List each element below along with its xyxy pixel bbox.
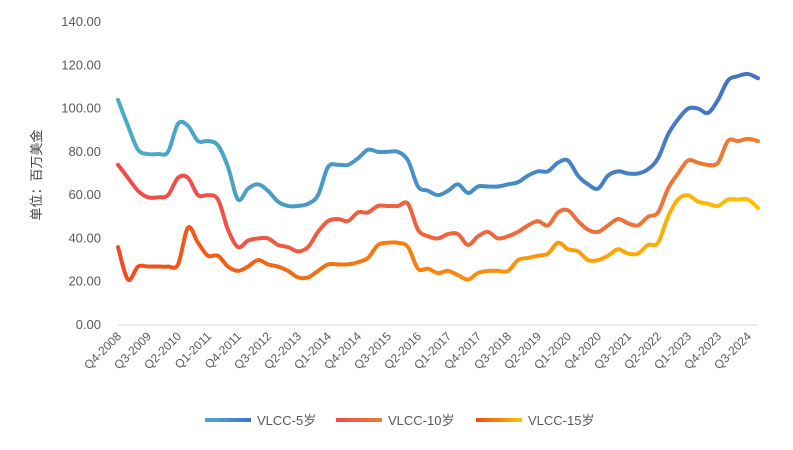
legend-label: VLCC-10岁 bbox=[388, 413, 454, 428]
x-axis-ticks: Q4-2008Q3-2009Q2-2010Q1-2011Q4-2011Q3-20… bbox=[81, 329, 754, 372]
series-line-1 bbox=[116, 71, 760, 209]
y-tick-label: 0.00 bbox=[76, 317, 101, 332]
y-tick-label: 40.00 bbox=[68, 230, 101, 245]
y-tick-label: 120.00 bbox=[61, 57, 101, 72]
legend-swatch bbox=[205, 418, 251, 422]
legend-label: VLCC-5岁 bbox=[257, 413, 316, 428]
series-layer bbox=[116, 71, 760, 283]
legend-swatch bbox=[476, 418, 522, 422]
y-tick-label: 100.00 bbox=[61, 101, 101, 116]
legend-swatch bbox=[336, 418, 382, 422]
y-tick-label: 140.00 bbox=[61, 14, 101, 29]
series-line-3 bbox=[116, 193, 760, 283]
y-tick-label: 80.00 bbox=[68, 144, 101, 159]
legend: VLCC-5岁 VLCC-10岁 VLCC-15岁 bbox=[205, 413, 594, 428]
legend-label: VLCC-15岁 bbox=[528, 413, 594, 428]
y-axis-title: 单位：百万美金 bbox=[29, 129, 44, 220]
series-line-2 bbox=[116, 136, 760, 254]
y-tick-label: 60.00 bbox=[68, 187, 101, 202]
y-tick-label: 20.00 bbox=[68, 274, 101, 289]
y-axis-ticks: 0.00 20.00 40.00 60.00 80.00 100.00 120.00 140.… bbox=[61, 14, 101, 332]
